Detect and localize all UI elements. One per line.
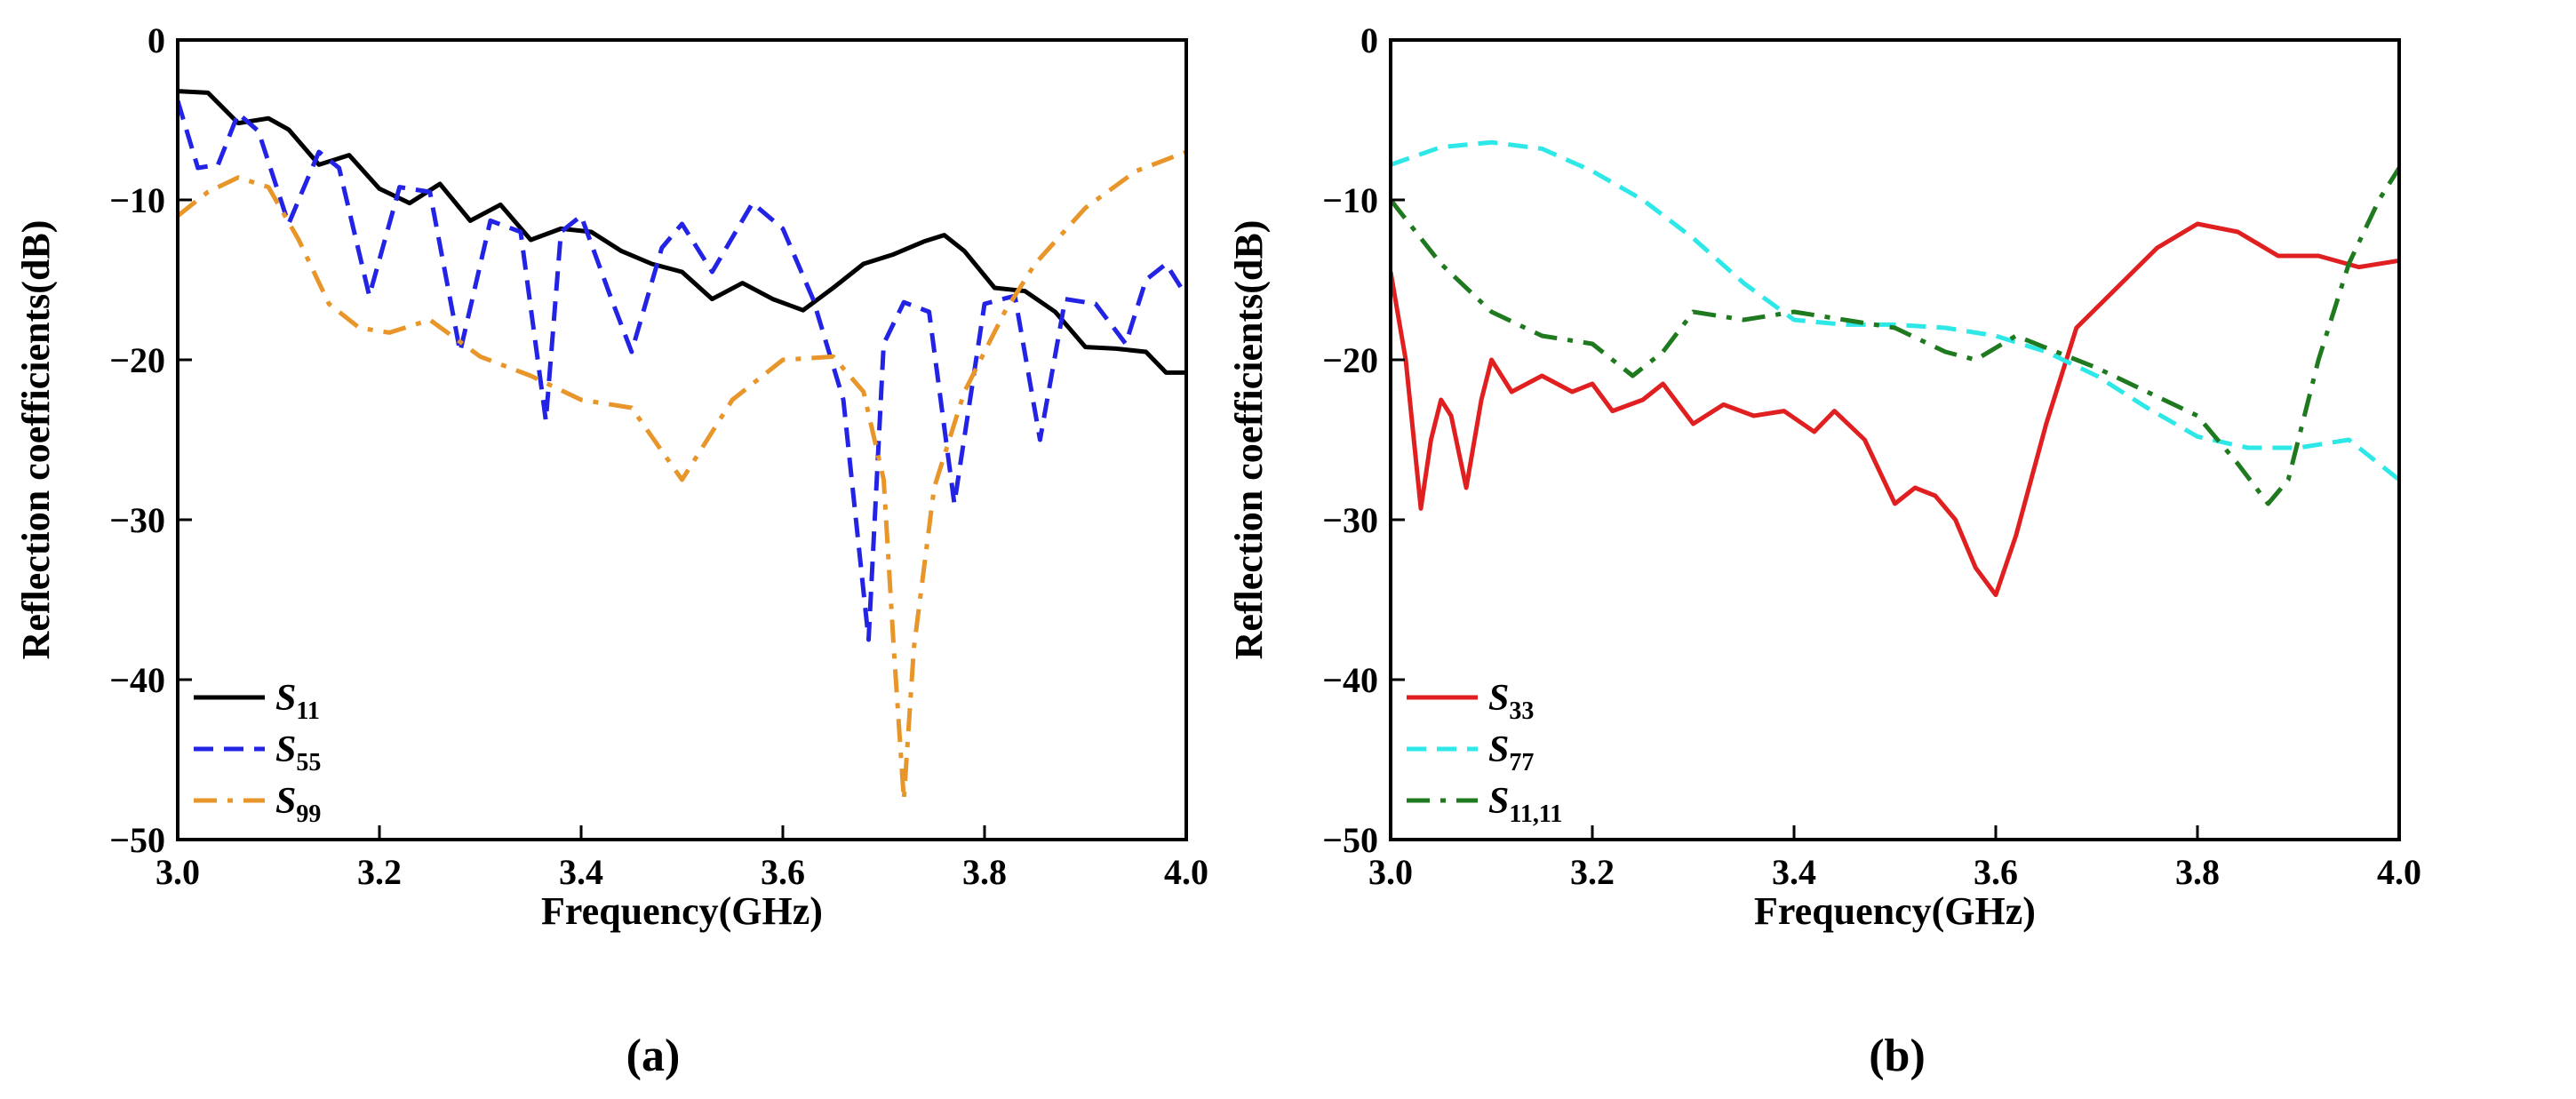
y-tick-label: −10 bbox=[109, 180, 165, 220]
y-axis-title: Reflection coefficients(dB) bbox=[14, 220, 58, 660]
y-tick-label: −50 bbox=[1322, 820, 1378, 860]
y-tick-label: 0 bbox=[1360, 20, 1378, 60]
x-tick-label: 3.2 bbox=[1570, 852, 1615, 892]
legend-subscript: 11,11 bbox=[1509, 800, 1562, 828]
legend-subscript: 11 bbox=[296, 697, 319, 725]
y-tick-label: −20 bbox=[1322, 340, 1378, 380]
y-tick-label: −50 bbox=[109, 820, 165, 860]
legend-subscript: 99 bbox=[296, 800, 321, 828]
panel-label: (a) bbox=[626, 1031, 681, 1081]
panel-label: (b) bbox=[1869, 1031, 1926, 1081]
x-tick-label: 3.6 bbox=[761, 852, 805, 892]
legend-subscript: 77 bbox=[1509, 749, 1534, 776]
y-tick-label: −10 bbox=[1322, 180, 1378, 220]
chart-panel-a: 3.0 3.2 3.4 3.6 3.8 4.0 0 −10 −20 −30 −40 −50 Freque… bbox=[14, 20, 1208, 1081]
plot-frame bbox=[1389, 38, 2401, 841]
legend-label-S55: S55 bbox=[275, 729, 321, 776]
x-tick-label: 3.6 bbox=[1974, 852, 2018, 892]
chart-panel-b: 3.0 3.2 3.4 3.6 3.8 4.0 0 −10 −20 −30 −40 −50 Freque… bbox=[1227, 20, 2421, 1081]
x-tick-label: 3.8 bbox=[2175, 852, 2220, 892]
plot-frame bbox=[176, 38, 1188, 841]
series-line-S77 bbox=[1391, 139, 2399, 482]
x-tick-label: 3.0 bbox=[1368, 852, 1413, 892]
legend-subscript: 33 bbox=[1509, 697, 1534, 725]
series-line-S99 bbox=[178, 149, 1186, 802]
x-axis-title: Frequency(GHz) bbox=[1754, 889, 2036, 933]
series-group bbox=[1391, 139, 2399, 598]
y-tick-label: 0 bbox=[148, 20, 165, 60]
x-tick-label: 4.0 bbox=[1164, 852, 1208, 892]
x-tick-label: 3.8 bbox=[962, 852, 1007, 892]
x-tick-label: 4.0 bbox=[2377, 852, 2421, 892]
y-axis-title: Reflection coefficients(dB) bbox=[1227, 220, 1271, 660]
legend-label-S11,11: S11,11 bbox=[1488, 781, 1562, 828]
series-line-S55 bbox=[178, 100, 1186, 642]
y-tick-label: −30 bbox=[109, 500, 165, 540]
legend-label-S77: S77 bbox=[1488, 729, 1534, 776]
series-line-S33 bbox=[1391, 221, 2399, 598]
y-tick-label: −20 bbox=[109, 340, 165, 380]
x-tick-label: 3.4 bbox=[1772, 852, 1816, 892]
y-tick-label: −40 bbox=[1322, 660, 1378, 700]
legend-label-S33: S33 bbox=[1488, 678, 1534, 725]
x-tick-label: 3.2 bbox=[357, 852, 402, 892]
legend-label-S11: S11 bbox=[275, 678, 320, 725]
series-line-S11,11 bbox=[1391, 166, 2399, 506]
y-tick-label: −30 bbox=[1322, 500, 1378, 540]
x-axis-title: Frequency(GHz) bbox=[541, 889, 823, 933]
legend-label-S99: S99 bbox=[275, 781, 321, 828]
series-line-S11 bbox=[178, 89, 1186, 375]
series-group bbox=[178, 89, 1186, 802]
x-tick-label: 3.0 bbox=[156, 852, 200, 892]
y-tick-label: −40 bbox=[109, 660, 165, 700]
x-tick-label: 3.4 bbox=[559, 852, 603, 892]
legend-subscript: 55 bbox=[296, 749, 321, 776]
